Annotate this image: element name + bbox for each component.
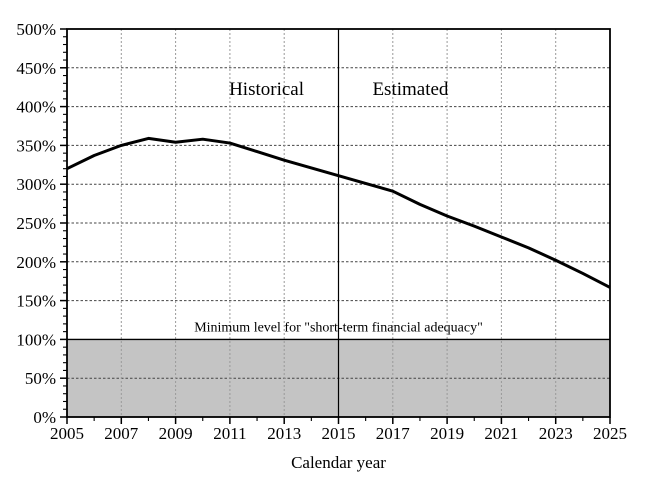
y-tick-label: 50%	[25, 369, 56, 388]
historical-label: Historical	[229, 79, 304, 100]
x-tick-label: 2009	[159, 424, 193, 443]
x-tick-label: 2015	[322, 424, 356, 443]
x-tick-label: 2021	[484, 424, 518, 443]
y-tick-label: 150%	[16, 292, 56, 311]
estimated-label: Estimated	[372, 79, 448, 100]
y-tick-label: 450%	[16, 59, 56, 78]
x-tick-label: 2013	[267, 424, 301, 443]
x-tick-label: 2023	[539, 424, 573, 443]
y-tick-label: 300%	[16, 175, 56, 194]
y-tick-label: 250%	[16, 214, 56, 233]
y-tick-label: 500%	[16, 20, 56, 39]
y-tick-label: 350%	[16, 136, 56, 155]
x-tick-label: 2017	[376, 424, 411, 443]
y-tick-label: 100%	[16, 330, 56, 349]
y-tick-label: 400%	[16, 98, 56, 117]
x-tick-label: 2019	[430, 424, 464, 443]
x-tick-label: 2007	[104, 424, 139, 443]
minimum-level-label: Minimum level for "short-term financial …	[194, 321, 483, 336]
series-line	[66, 136, 611, 289]
x-tick-label: 2025	[593, 424, 627, 443]
x-tick-label: 2005	[50, 424, 84, 443]
y-tick-label: 0%	[33, 408, 56, 427]
y-tick-label: 200%	[16, 253, 56, 272]
x-tick-label: 2011	[213, 424, 246, 443]
x-axis-title: Calendar year	[291, 453, 386, 472]
